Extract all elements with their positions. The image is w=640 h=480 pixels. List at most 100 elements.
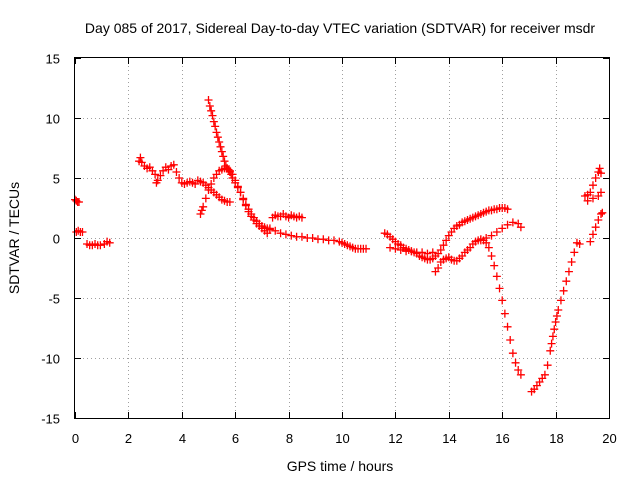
data-point	[439, 241, 448, 250]
data-point	[564, 267, 573, 276]
data-point	[476, 236, 485, 245]
data-point	[204, 186, 213, 194]
data-point	[588, 181, 597, 190]
data-point	[575, 240, 584, 248]
data-point	[78, 228, 87, 236]
data-point	[567, 258, 576, 266]
data-point	[216, 142, 225, 151]
data-point	[543, 361, 552, 370]
data-point	[598, 208, 607, 217]
data-point	[241, 200, 250, 209]
data-point	[297, 232, 306, 241]
data-point	[511, 358, 520, 367]
data-point	[503, 220, 512, 229]
data-point	[495, 284, 504, 293]
data-point	[213, 133, 222, 142]
x-tick-labels: 0 2 4 6 8 10 12 14 16 18 20	[72, 431, 617, 446]
x-tick-label: 8	[286, 431, 293, 446]
data-point	[271, 226, 280, 235]
data-point	[550, 325, 559, 334]
y-tick-label: -10	[41, 352, 60, 367]
data-point	[442, 236, 451, 245]
data-point	[233, 183, 242, 192]
data-point	[244, 205, 253, 214]
data-point	[196, 210, 205, 218]
data-point	[153, 176, 162, 185]
data-point	[596, 169, 605, 178]
data-point	[484, 243, 493, 252]
data-point	[503, 322, 512, 331]
data-point	[490, 261, 499, 270]
data-point	[228, 174, 237, 182]
data-point	[175, 174, 184, 182]
data-point	[217, 147, 226, 156]
data-point	[211, 122, 220, 131]
data-point	[570, 248, 579, 257]
data-point	[562, 277, 571, 286]
data-point	[199, 202, 208, 211]
x-tick-label: 12	[388, 431, 402, 446]
plot-frame	[74, 57, 610, 419]
data-points	[71, 96, 607, 396]
data-point	[588, 194, 597, 203]
data-point	[514, 366, 523, 374]
data-point	[508, 349, 517, 358]
data-point	[207, 106, 216, 115]
x-tick-label: 2	[125, 431, 132, 446]
data-point	[552, 312, 561, 320]
axis-ticks	[75, 58, 610, 419]
data-point	[204, 96, 213, 104]
data-point	[205, 102, 214, 110]
data-point	[209, 117, 218, 126]
data-point	[548, 332, 557, 341]
y-tick-label: 5	[53, 172, 60, 187]
data-point	[551, 318, 560, 326]
data-point	[169, 160, 178, 169]
data-point	[236, 188, 245, 197]
data-point	[487, 252, 496, 260]
data-point	[156, 171, 165, 180]
data-point	[596, 188, 605, 197]
data-point	[172, 168, 181, 176]
data-point	[500, 309, 509, 318]
y-tick-labels: -15 -10 -5 0 5 10 15	[41, 52, 60, 427]
data-point	[556, 296, 565, 305]
chart-title: Day 085 of 2017, Sidereal Day-to-day VTE…	[85, 20, 595, 36]
data-point	[74, 226, 83, 235]
data-point	[594, 216, 603, 224]
data-point	[492, 272, 501, 281]
y-axis-label: SDTVAR / TECUs	[6, 182, 22, 294]
y-tick-label: 15	[46, 52, 60, 67]
data-point	[595, 164, 604, 173]
data-point	[207, 180, 216, 188]
data-point	[583, 190, 592, 199]
data-point	[225, 198, 234, 206]
x-tick-label: 6	[232, 431, 239, 446]
data-point	[428, 248, 437, 257]
data-point	[151, 170, 160, 179]
data-point	[436, 246, 445, 254]
data-point	[231, 178, 240, 187]
data-point	[215, 138, 224, 146]
data-point	[362, 244, 371, 253]
data-point	[516, 370, 525, 379]
data-point	[391, 244, 400, 253]
x-tick-label: 20	[602, 431, 616, 446]
data-point	[212, 128, 221, 137]
data-point	[418, 248, 427, 257]
data-point	[506, 336, 515, 344]
data-point	[482, 234, 491, 242]
data-point	[487, 231, 496, 240]
data-point	[220, 157, 229, 166]
y-tick-label: 0	[53, 232, 60, 247]
data-point	[297, 213, 306, 222]
data-point	[407, 247, 416, 256]
x-tick-label: 0	[72, 431, 79, 446]
data-point	[547, 339, 556, 348]
data-point	[492, 228, 501, 236]
data-point	[276, 229, 285, 238]
data-point	[498, 224, 507, 233]
data-point	[503, 205, 512, 214]
data-point	[554, 306, 563, 314]
